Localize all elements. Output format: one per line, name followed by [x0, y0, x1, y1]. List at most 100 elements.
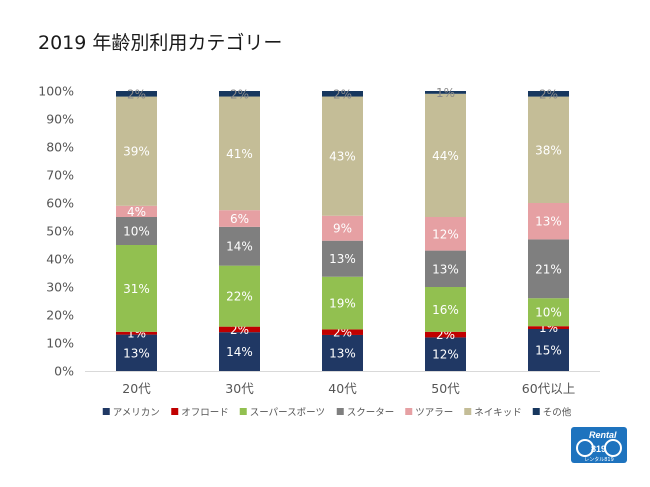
data-label: 2% — [230, 87, 249, 101]
data-label: 6% — [230, 212, 249, 226]
y-tick-label: 80% — [46, 140, 74, 155]
data-label: 13% — [329, 346, 356, 360]
bar-segment — [322, 215, 363, 241]
bar-segment — [425, 250, 466, 287]
legend-item: ツアラー — [405, 408, 453, 419]
bar-group: 12%2%16%13%12%44%1% — [425, 86, 466, 371]
data-label: 16% — [432, 303, 459, 317]
y-tick-label: 100% — [38, 84, 74, 99]
bar-segment — [116, 245, 157, 332]
data-label: 41% — [226, 147, 253, 161]
bar-segment — [322, 240, 363, 277]
legend-swatch — [171, 408, 179, 415]
x-tick-label: 20代 — [122, 381, 151, 396]
y-tick-label: 0% — [54, 364, 74, 379]
bar-segment — [528, 298, 569, 327]
svg-text:レンタル819: レンタル819 — [584, 456, 614, 463]
legend-item: スーパースポーツ — [239, 408, 325, 419]
chart-title: 2019 年齢別利用カテゴリー — [38, 32, 283, 54]
bar-group: 13%2%19%13%9%43%2% — [322, 87, 363, 371]
bar-segment — [425, 93, 466, 217]
data-label: 10% — [123, 225, 150, 239]
bar-segment — [219, 226, 260, 266]
data-label: 9% — [333, 222, 352, 236]
bar-segment — [219, 210, 260, 227]
bar-segment — [116, 334, 157, 371]
y-tick-label: 50% — [46, 224, 74, 239]
legend-label: オフロード — [181, 408, 229, 419]
bar-segment — [528, 96, 569, 203]
legend-label: ネイキッド — [474, 408, 522, 419]
legend-label: スーパースポーツ — [250, 408, 325, 419]
legend: アメリカン オフロード スーパースポーツ スクーター ツアラー ネイキッド その他 — [102, 407, 572, 419]
bar-segment — [322, 91, 363, 97]
data-label: 14% — [226, 345, 253, 359]
legend-label: ツアラー — [415, 408, 453, 419]
bar-segment — [219, 326, 260, 333]
data-label: 13% — [432, 262, 459, 276]
bar-segment — [219, 91, 260, 97]
bar-segment — [425, 331, 466, 338]
bar-segment — [528, 91, 569, 97]
bar-segment — [425, 337, 466, 371]
data-label: 38% — [535, 143, 562, 157]
data-label: 2% — [127, 87, 146, 101]
bar-segment — [528, 329, 569, 371]
bar-segment — [116, 96, 157, 206]
x-tick-label: 60代以上 — [522, 381, 575, 396]
x-tick-label: 50代 — [431, 381, 460, 396]
data-label: 12% — [432, 227, 459, 241]
data-label: 19% — [329, 297, 356, 311]
bar-segment — [528, 203, 569, 240]
legend-label: スクーター — [347, 408, 395, 419]
y-tick-label: 40% — [46, 252, 74, 267]
y-tick-label: 90% — [46, 112, 74, 127]
data-label: 13% — [329, 252, 356, 266]
data-label: 22% — [226, 290, 253, 304]
legend-item: オフロード — [171, 408, 229, 419]
bar-segment — [219, 332, 260, 371]
bar-segment — [219, 265, 260, 327]
data-label: 2% — [333, 87, 352, 101]
y-tick-label: 60% — [46, 196, 74, 211]
bar-segment — [116, 331, 157, 335]
bar-segment — [322, 96, 363, 216]
bar-segment — [322, 334, 363, 371]
data-label: 39% — [123, 145, 150, 159]
legend-swatch — [336, 408, 344, 415]
bar-segment — [528, 326, 569, 329]
bar-segment — [322, 329, 363, 335]
y-tick-label: 10% — [46, 336, 74, 351]
legend-swatch — [102, 408, 110, 415]
data-label: 1% — [436, 86, 455, 100]
data-label: 2% — [539, 87, 558, 101]
data-label: 13% — [123, 346, 150, 360]
data-label: 31% — [123, 282, 150, 296]
data-label: 4% — [127, 205, 146, 219]
bar-segment — [425, 91, 466, 94]
legend-label: その他 — [543, 407, 572, 419]
data-label: 12% — [432, 348, 459, 362]
data-label: 10% — [535, 306, 562, 320]
data-label: 43% — [329, 150, 356, 164]
bar-group: 14%2%22%14%6%41%2% — [219, 87, 260, 371]
legend-label: アメリカン — [113, 408, 160, 419]
legend-swatch — [532, 408, 540, 415]
data-label: 15% — [535, 344, 562, 358]
legend-item: スクーター — [336, 408, 395, 419]
x-tick-label: 40代 — [328, 381, 357, 396]
bars: 13% 1% 31% 10% 4% 39% 2% 14% 2% 22% 14% 6% 41% 2% 13% 2… — [116, 86, 569, 371]
legend-item: ネイキッド — [464, 408, 522, 419]
bar-segment — [425, 217, 466, 251]
legend-swatch — [464, 408, 472, 415]
bar-segment — [322, 276, 363, 330]
y-tick-label: 30% — [46, 280, 74, 295]
bar-group: 15%1%10%21%13%38%2% — [528, 87, 569, 371]
y-axis: 0% 10% 20% 30% 40% 50% 60% 70% 80% 90% 100% — [38, 84, 74, 379]
legend-swatch — [405, 408, 413, 415]
legend-swatch — [239, 408, 247, 415]
y-tick-label: 20% — [46, 308, 74, 323]
bar-segment — [116, 217, 157, 245]
data-label: 21% — [535, 262, 562, 276]
